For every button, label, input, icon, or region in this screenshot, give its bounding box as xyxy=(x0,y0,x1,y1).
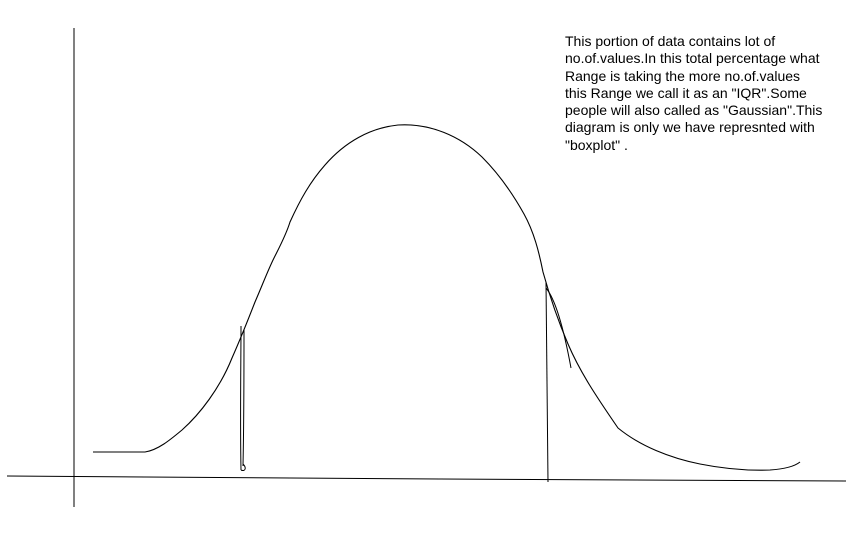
annotation-line: "boxplot" . xyxy=(565,136,628,153)
annotation-line: Range is taking the more no.of.values xyxy=(565,67,801,84)
left-iqr-boundary xyxy=(240,325,246,471)
right-boundary-stroke xyxy=(545,287,572,369)
annotation-text: This portion of data contains lot of no.… xyxy=(565,33,861,154)
x-axis-line xyxy=(6,475,847,482)
annotation-line: people will also called as "Gaussian".Th… xyxy=(565,102,823,119)
annotation-line: this Range we call it as an "IQR".Some xyxy=(565,84,807,101)
annotation-line: diagram is only we have represnted with xyxy=(565,119,815,136)
right-iqr-boundary xyxy=(545,281,549,483)
annotation-line: This portion of data contains lot of xyxy=(565,33,776,49)
bell-curve xyxy=(93,124,801,471)
annotation-line: no.of.values.In this total percentage wh… xyxy=(565,50,820,67)
